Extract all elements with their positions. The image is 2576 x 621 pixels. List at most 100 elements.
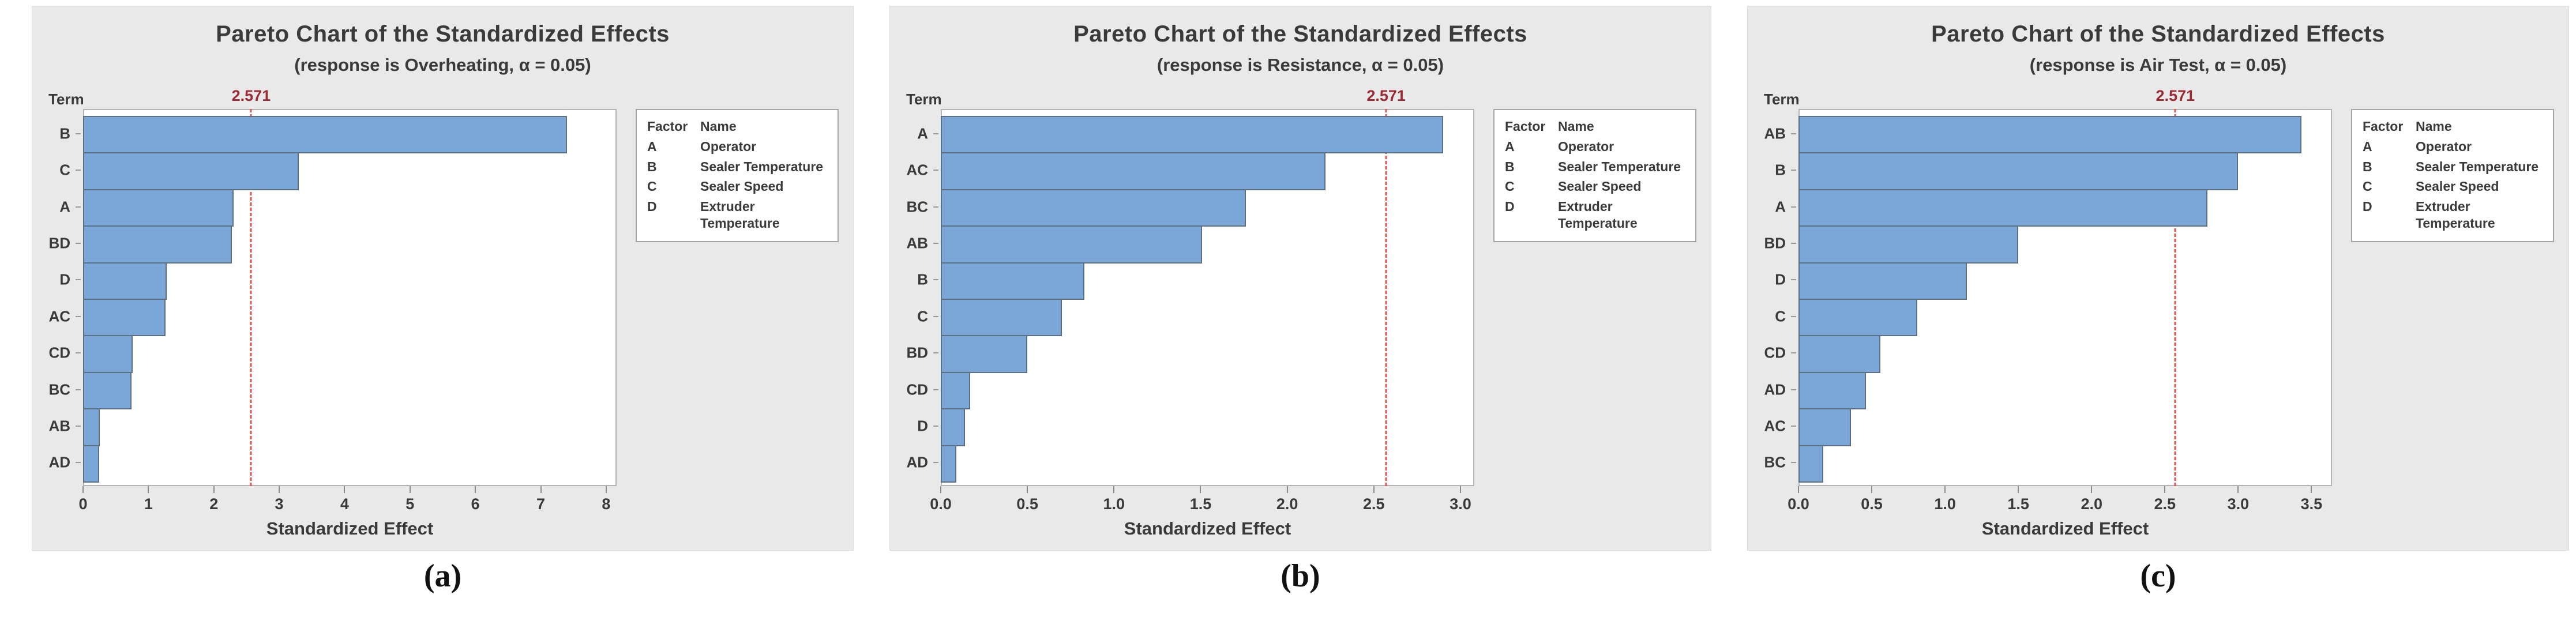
x-tick-label: 0 <box>78 495 88 513</box>
bars-container <box>1798 109 2332 486</box>
term-label-AD: AD <box>1764 381 1786 398</box>
x-tick-label: 4 <box>340 495 349 513</box>
term-label-AD: AD <box>906 453 928 471</box>
bar-C <box>83 152 299 190</box>
chart-subtitle: (response is Overheating, α = 0.05) <box>294 55 591 75</box>
y-axis-title: Term <box>1764 91 1800 108</box>
x-tick-label: 3.5 <box>2300 495 2323 513</box>
x-tick <box>1113 486 1115 493</box>
term-label-AC: AC <box>48 307 70 325</box>
x-tick <box>1286 486 1288 493</box>
bar-A <box>941 116 1443 154</box>
legend-factor-C: C <box>647 179 657 194</box>
term-label-AC: AC <box>1764 417 1786 435</box>
legend-header-factor: Factor <box>1505 119 1546 134</box>
x-tick <box>344 486 346 493</box>
x-tick <box>409 486 411 493</box>
term-label-BD: BD <box>48 234 70 252</box>
bar-D <box>83 262 167 300</box>
y-tick <box>1791 242 1796 244</box>
x-tick-label: 1.0 <box>1934 495 1956 513</box>
term-label-BD: BD <box>1764 234 1786 252</box>
x-tick-label: 1.0 <box>1103 495 1125 513</box>
legend-name-C: Sealer Speed <box>1558 179 1642 194</box>
x-tick <box>2164 486 2166 493</box>
bar-BC <box>941 189 1246 227</box>
y-tick <box>1791 170 1796 171</box>
y-tick <box>1791 352 1796 354</box>
term-label-AD: AD <box>48 453 70 471</box>
pareto-chart-panel-b: Pareto Chart of the Standardized Effects… <box>889 6 1711 551</box>
term-label-A: A <box>59 198 70 215</box>
x-tick <box>1373 486 1375 493</box>
term-label-CD: CD <box>1764 344 1786 362</box>
x-tick-label: 6 <box>471 495 480 513</box>
term-label-D: D <box>59 270 70 288</box>
legend-name-C: Sealer Speed <box>2416 179 2499 194</box>
bar-BD <box>83 225 232 264</box>
legend-name-C: Sealer Speed <box>700 179 784 194</box>
x-tick <box>540 486 542 493</box>
legend-name-A: Operator <box>1558 138 1614 154</box>
term-labels: AB B A BD D C CD AD AC BC <box>1748 108 1796 487</box>
term-label-D: D <box>1775 270 1786 288</box>
x-tick <box>605 486 607 493</box>
chart-subtitle: (response is Air Test, α = 0.05) <box>2029 55 2287 75</box>
term-label-AB: AB <box>1764 125 1786 142</box>
y-tick <box>76 170 81 171</box>
y-tick <box>933 242 938 244</box>
x-tick-label: 3 <box>275 495 284 513</box>
x-tick <box>2018 486 2019 493</box>
bar-CD <box>941 371 971 410</box>
y-tick <box>1791 462 1796 464</box>
x-tick <box>2237 486 2239 493</box>
legend-factor-D: D <box>2363 199 2372 214</box>
reference-line <box>2174 109 2176 486</box>
legend-name-D: Extruder Temperature <box>700 199 780 231</box>
term-label-A: A <box>917 125 928 142</box>
x-tick-label: 2.0 <box>2081 495 2103 513</box>
x-tick <box>940 486 941 493</box>
legend-factor-B: B <box>647 159 657 174</box>
y-tick <box>76 462 81 464</box>
y-tick <box>76 389 81 390</box>
bar-BD <box>941 335 1028 373</box>
term-label-BC: BC <box>1764 453 1786 471</box>
legend-header-name: Name <box>700 119 737 134</box>
x-tick-label: 3.0 <box>1450 495 1471 513</box>
x-tick-label: 0.0 <box>1788 495 1809 513</box>
legend-name-A: Operator <box>700 138 757 154</box>
x-tick <box>1200 486 1201 493</box>
factor-legend: Factor Name A Operator B Sealer Temperature C S… <box>636 109 839 242</box>
y-axis-title: Term <box>48 91 84 108</box>
reference-line-label: 2.571 <box>1366 87 1406 104</box>
x-tick-label: 1.5 <box>2007 495 2029 513</box>
bars-container <box>941 109 1474 486</box>
term-label-AC: AC <box>906 161 928 179</box>
x-tick-label: 0.5 <box>1861 495 1883 513</box>
x-tick-label: 5 <box>405 495 415 513</box>
y-tick <box>933 389 938 390</box>
legend-factor-A: A <box>647 138 657 154</box>
legend-factor-A: A <box>2363 138 2372 154</box>
x-tick <box>1459 486 1461 493</box>
legend-name-B: Sealer Temperature <box>700 159 824 174</box>
x-tick-label: 8 <box>602 495 611 513</box>
bar-AC <box>83 299 166 337</box>
bar-B <box>1798 152 2239 190</box>
pareto-chart-panel-c: Pareto Chart of the Standardized Effects… <box>1747 6 2569 551</box>
legend-factor-B: B <box>1505 159 1515 174</box>
x-tick-label: 3.0 <box>2227 495 2250 513</box>
legend-name-B: Sealer Temperature <box>2416 159 2539 174</box>
y-tick <box>933 425 938 427</box>
bar-AB <box>1798 116 2301 154</box>
x-tick <box>82 486 84 493</box>
bar-AC <box>941 152 1325 190</box>
y-tick <box>76 242 81 244</box>
x-tick <box>1944 486 1946 493</box>
term-labels: B C A BD D AC CD BC AB AD <box>32 108 81 487</box>
x-tick <box>1798 486 1799 493</box>
bar-BC <box>83 371 132 410</box>
y-axis-title: Term <box>906 91 942 108</box>
term-label-AB: AB <box>906 234 928 252</box>
